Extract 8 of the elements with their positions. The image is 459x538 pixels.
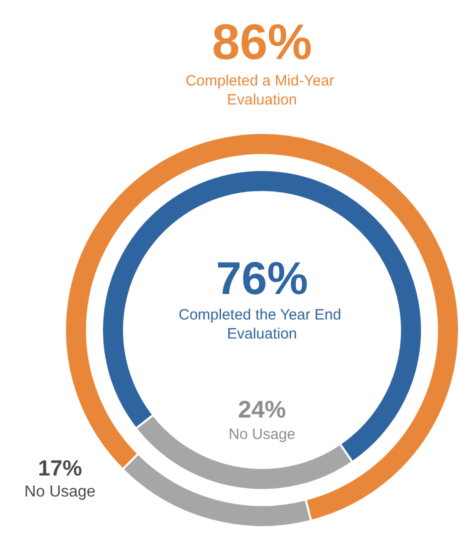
data-label: 24% <box>238 396 286 424</box>
slice-label: No Usage <box>24 484 96 501</box>
slice-label: Completed the Year End Evaluation <box>178 306 346 342</box>
data-label: 76% <box>216 252 308 304</box>
data-label: 17% <box>38 456 82 480</box>
slice-label: Completed a Mid-Year Evaluation <box>186 72 338 108</box>
slice-label: No Usage <box>228 426 296 444</box>
data-label: 86% <box>212 14 312 70</box>
